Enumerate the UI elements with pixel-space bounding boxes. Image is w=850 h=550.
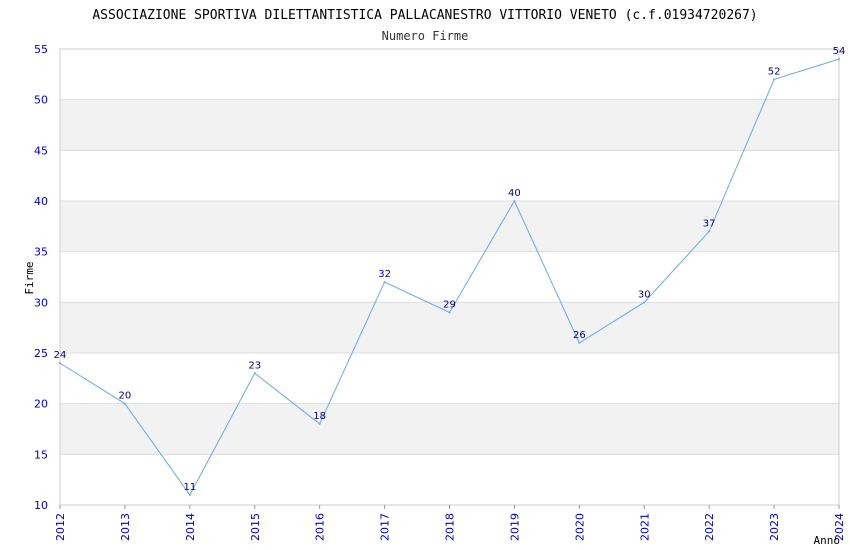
y-tick-label: 20	[34, 398, 48, 411]
x-tick-label: 2012	[54, 513, 67, 541]
y-tick-label: 15	[34, 448, 48, 461]
chart-title: ASSOCIAZIONE SPORTIVA DILETTANTISTICA PA…	[92, 8, 757, 23]
background-bands	[60, 99, 839, 455]
y-axis-ticks: 10 15 20 25 30 35 40 45 50 55	[34, 43, 48, 512]
x-axis-ticks: 2012 2013 2014 2015 2016 2017 2018 2019 2020 2021…	[54, 505, 846, 541]
data-point	[383, 281, 386, 284]
data-point	[448, 311, 451, 314]
x-tick-label: 2016	[314, 513, 327, 541]
y-tick-label: 35	[34, 246, 48, 259]
y-axis-title: Firme	[23, 261, 36, 294]
data-label: 30	[638, 289, 651, 300]
x-tick-label: 2014	[184, 513, 197, 541]
data-point	[643, 301, 646, 304]
x-tick-label: 2017	[379, 513, 392, 541]
y-tick-label: 45	[34, 144, 48, 157]
y-tick-label: 55	[34, 43, 48, 56]
x-tick-label: 2019	[508, 513, 521, 541]
data-label: 24	[54, 350, 67, 361]
data-label: 23	[248, 360, 261, 371]
data-label: 18	[313, 411, 326, 422]
x-tick-label: 2013	[119, 513, 132, 541]
data-point	[318, 422, 321, 425]
x-tick-label: 2023	[768, 513, 781, 541]
data-labels: 24 20 11 23 18 32 29 40 26 30 37 52 54	[54, 46, 846, 496]
x-tick-label: 2015	[249, 513, 262, 541]
grid-band	[60, 201, 839, 252]
data-point	[188, 493, 191, 496]
data-label: 54	[833, 46, 846, 57]
data-label: 26	[573, 330, 586, 341]
data-point	[838, 58, 840, 61]
x-axis-title: Anno	[814, 534, 841, 547]
data-label: 11	[183, 482, 196, 493]
grid-band	[60, 99, 839, 151]
x-tick-label: 2022	[703, 513, 716, 541]
y-tick-label: 50	[34, 94, 48, 107]
data-label: 37	[703, 218, 716, 229]
data-label: 32	[378, 269, 391, 280]
data-label: 29	[443, 299, 456, 310]
grid-band	[60, 403, 839, 455]
x-tick-label: 2021	[638, 513, 651, 541]
chart-subtitle: Numero Firme	[382, 29, 469, 43]
y-tick-label: 30	[34, 296, 48, 309]
data-label: 20	[119, 391, 132, 402]
grid-band	[60, 302, 839, 353]
x-tick-label: 2024	[833, 513, 846, 541]
y-tick-label: 25	[34, 347, 48, 360]
data-point	[123, 402, 126, 405]
x-tick-label: 2018	[444, 513, 457, 541]
data-point	[513, 200, 516, 202]
x-tick-label: 2020	[573, 513, 586, 541]
data-label: 40	[508, 188, 521, 199]
data-label: 52	[768, 66, 781, 77]
data-point	[578, 341, 581, 344]
data-point	[253, 372, 256, 375]
data-point	[59, 362, 61, 365]
y-tick-label: 10	[34, 499, 48, 512]
data-point	[708, 230, 711, 233]
y-tick-label: 40	[34, 195, 48, 208]
data-point	[773, 78, 776, 81]
